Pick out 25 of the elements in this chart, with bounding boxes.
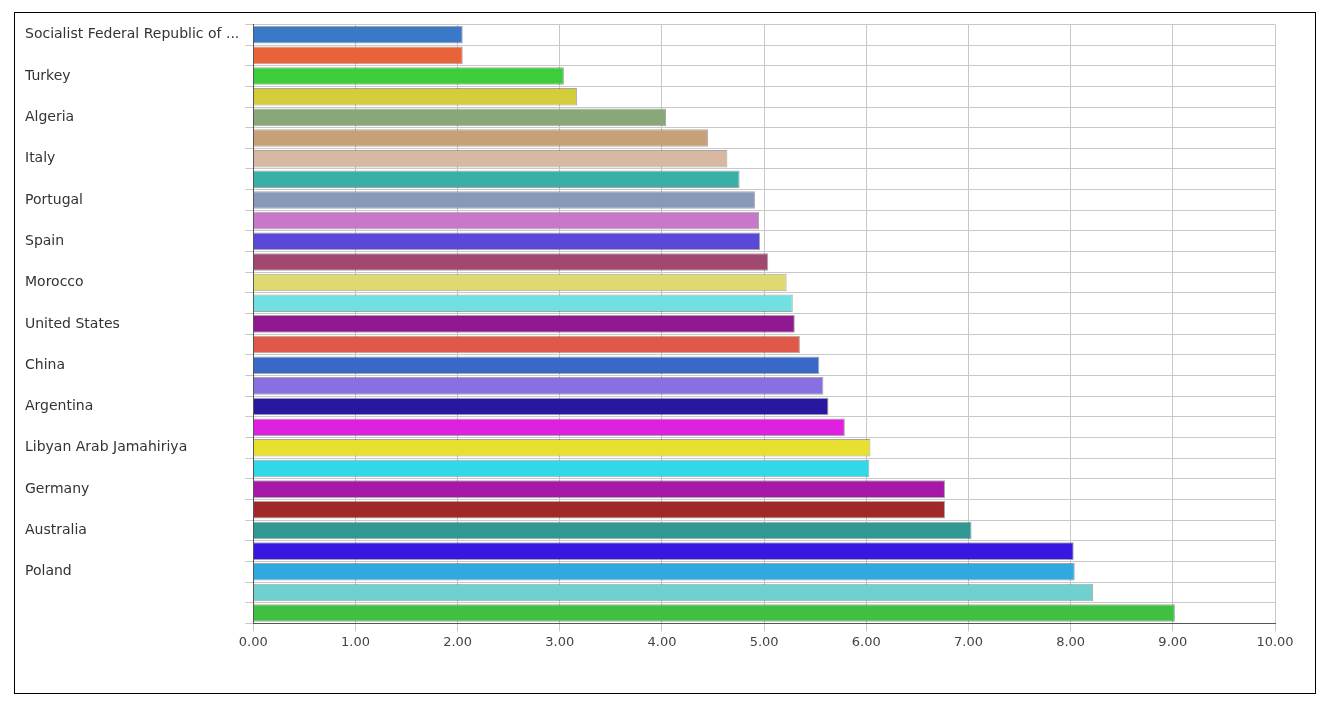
x-tick-label: 6.00	[851, 633, 881, 649]
y-tick-label: Morocco	[25, 273, 84, 290]
y-tick-label: Spain	[25, 231, 65, 248]
x-tick-label: 3.00	[545, 633, 575, 649]
y-tick-label: Libyan Arab Jamahiriya	[25, 438, 188, 455]
y-tick-label: Socialist Federal Republic of ...	[25, 25, 240, 42]
y-tick-label: China	[25, 355, 65, 372]
x-tick-label: 10.00	[1256, 633, 1294, 649]
y-tick-label: Australia	[25, 521, 87, 538]
y-tick-label: Italy	[25, 149, 56, 166]
y-tick-label: Turkey	[24, 66, 71, 83]
x-tick-label: 0.00	[238, 633, 268, 649]
y-tick-label: Germany	[25, 479, 90, 496]
x-tick-label: 5.00	[749, 633, 779, 649]
y-tick-label: Algeria	[25, 107, 75, 124]
x-tick-label: 7.00	[954, 633, 983, 649]
y-tick-label: Argentina	[25, 397, 94, 414]
y-tick-label: United States	[25, 314, 120, 331]
y-tick-label: Poland	[25, 562, 72, 579]
x-tick-label: 1.00	[340, 633, 370, 649]
y-tick-label: Portugal	[25, 190, 83, 207]
x-tick-label: 9.00	[1158, 633, 1188, 649]
x-tick-label: 4.00	[647, 633, 677, 649]
x-tick-label: 8.00	[1056, 633, 1086, 649]
x-tick-label: 2.00	[443, 633, 473, 649]
